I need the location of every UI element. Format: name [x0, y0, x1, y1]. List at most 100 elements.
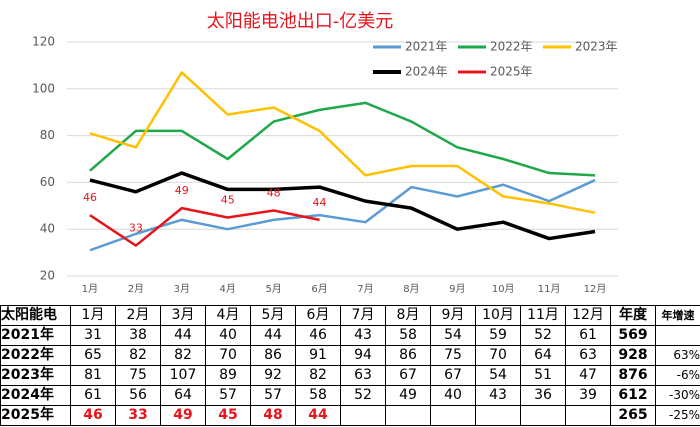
x-tick-label: 4月	[220, 283, 236, 295]
x-tick-label: 7月	[357, 283, 373, 295]
data-label: 49	[175, 184, 189, 197]
y-tick-label: 20	[40, 269, 55, 283]
table-cell: 12月	[565, 305, 611, 326]
table-cell: 876	[610, 365, 656, 386]
x-tick-label: 5月	[265, 283, 281, 295]
table-cell: 58	[385, 325, 431, 346]
x-tick-label: 3月	[174, 283, 190, 295]
table-cell: 5月	[250, 305, 296, 326]
legend-label: 2024年	[405, 65, 448, 79]
table-cell: 54	[475, 365, 521, 386]
table-cell: 4月	[205, 305, 251, 326]
table-cell: 7月	[340, 305, 386, 326]
data-label: 44	[313, 196, 327, 209]
table-cell: 82	[160, 345, 206, 366]
table-cell: 47	[565, 365, 611, 386]
table-cell: 年度	[610, 305, 656, 326]
table-cell: 8月	[385, 305, 431, 326]
table-cell: 57	[250, 385, 296, 406]
series-line	[89, 206, 320, 247]
series-line	[89, 71, 596, 215]
series-line	[89, 171, 596, 241]
table-cell: 57	[205, 385, 251, 406]
table-row: 2025年 46 33 49 45 48 44 265 -25%	[0, 405, 700, 426]
table-row: 2023年 81 75 107 89 92 82 63 67 67 54 51 47 876 -6%	[0, 365, 700, 386]
legend-label: 2022年	[490, 40, 533, 54]
table-cell: 61	[70, 385, 116, 406]
table-cell: 59	[475, 325, 521, 346]
table-cell: 94	[340, 345, 386, 366]
x-tick-label: 12月	[584, 283, 607, 295]
x-tick-label: 11月	[538, 283, 561, 295]
table-cell: 2024年	[0, 385, 71, 406]
table-row: 2024年 61 56 64 57 57 58 52 49 40 43 36 39 612 -30%	[0, 385, 700, 406]
table-cell: 48	[250, 405, 296, 426]
table-cell: 82	[295, 365, 341, 386]
table-cell: 9月	[430, 305, 476, 326]
table-cell: 10月	[475, 305, 521, 326]
table-cell: 65	[70, 345, 116, 366]
table-cell: 49	[385, 385, 431, 406]
table-cell: 年增速	[655, 305, 700, 326]
legend-label: 2023年	[575, 40, 618, 54]
table-cell: 40	[430, 385, 476, 406]
data-label: 45	[221, 194, 235, 207]
y-tick-label: 60	[40, 175, 55, 189]
table-cell: 44	[295, 405, 341, 426]
y-tick-label: 40	[40, 222, 55, 236]
table-cell: 265	[610, 405, 656, 426]
y-tick-label: 120	[32, 35, 55, 49]
table-cell: 36	[520, 385, 566, 406]
y-tick-label: 80	[40, 128, 55, 142]
table-cell: 70	[475, 345, 521, 366]
table-cell: 52	[520, 325, 566, 346]
table-cell: 89	[205, 365, 251, 386]
table-cell: 太阳能电	[0, 305, 71, 326]
series-line	[89, 178, 596, 252]
table-row: 太阳能电 1月 2月 3月 4月 5月 6月 7月 8月 9月 10月 11月 12月 年度 年增速	[0, 305, 700, 326]
table-cell	[475, 405, 521, 426]
legend-label: 2025年	[490, 65, 533, 79]
table-cell: 43	[340, 325, 386, 346]
table-cell: 75	[430, 345, 476, 366]
x-tick-label: 1月	[82, 283, 98, 295]
x-tick-label: 9月	[449, 283, 465, 295]
table-cell: 61	[565, 325, 611, 346]
table-cell: 2月	[115, 305, 161, 326]
legend-label: 2021年	[405, 40, 448, 54]
table-cell: 569	[610, 325, 656, 346]
table-cell: 612	[610, 385, 656, 406]
table-cell: 44	[160, 325, 206, 346]
table-row: 2022年 65 82 82 70 86 91 94 86 75 70 64 63 928 63%	[0, 345, 700, 366]
table-cell	[385, 405, 431, 426]
table-cell: 3月	[160, 305, 206, 326]
table-cell: 58	[295, 385, 341, 406]
table-cell: 86	[250, 345, 296, 366]
table-cell: 2025年	[0, 405, 71, 426]
table-cell: 81	[70, 365, 116, 386]
table-cell: 6月	[295, 305, 341, 326]
table-cell: 11月	[520, 305, 566, 326]
table-cell: 39	[565, 385, 611, 406]
table-cell: 2023年	[0, 365, 71, 386]
table-cell	[655, 325, 700, 346]
data-label: 48	[267, 186, 281, 199]
table-cell: -25%	[655, 405, 700, 426]
table-cell: 45	[205, 405, 251, 426]
table-cell: 44	[250, 325, 296, 346]
table-cell: 63	[565, 345, 611, 366]
data-label: 46	[83, 191, 97, 204]
table-cell: 38	[115, 325, 161, 346]
x-tick-label: 8月	[403, 283, 419, 295]
table-cell: 63	[340, 365, 386, 386]
table-cell: 31	[70, 325, 116, 346]
chart-title: 太阳能电池出口-亿美元	[207, 11, 394, 32]
table-cell: 43	[475, 385, 521, 406]
x-tick-label: 2月	[128, 283, 144, 295]
table-cell: 64	[160, 385, 206, 406]
table-cell: 92	[250, 365, 296, 386]
table-cell: 46	[295, 325, 341, 346]
table-cell: 2021年	[0, 325, 71, 346]
table-cell: 82	[115, 345, 161, 366]
